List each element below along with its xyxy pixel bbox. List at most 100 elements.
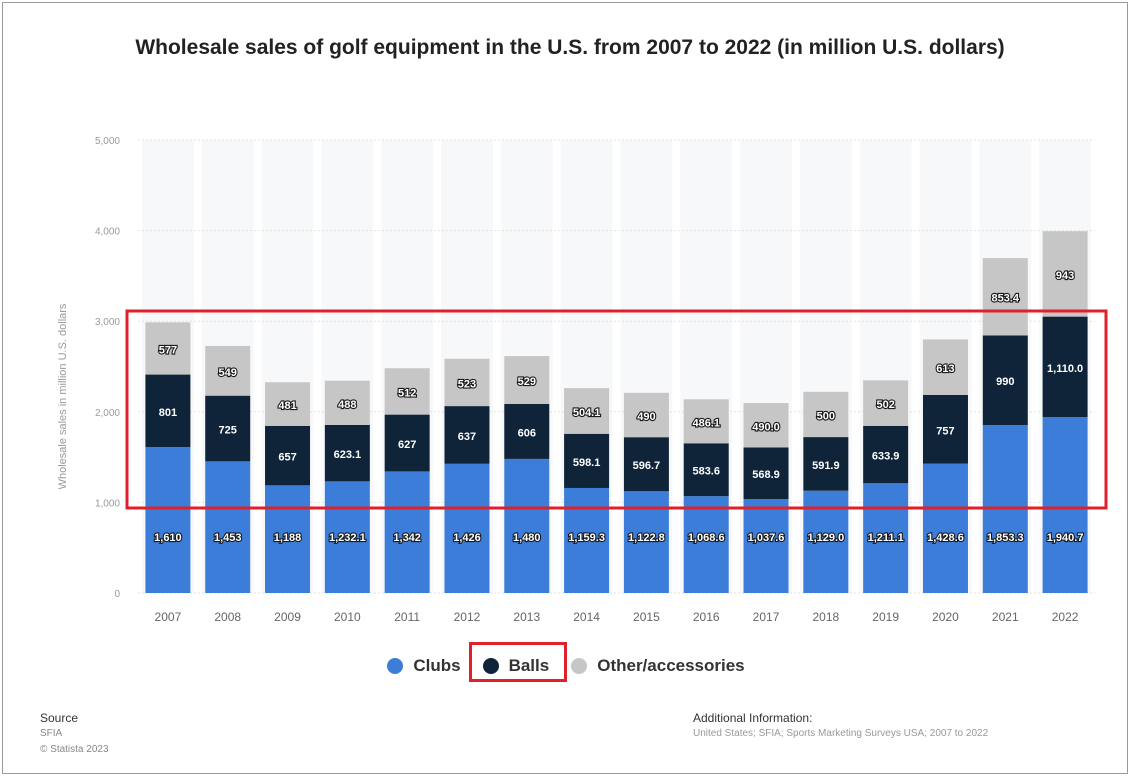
additional-info-line[interactable]: United States; SFIA; Sports Marketing Su… bbox=[693, 728, 989, 739]
bar-segment bbox=[384, 471, 430, 593]
y-tick-label: 2,000 bbox=[95, 408, 120, 419]
y-tick-label: 3,000 bbox=[95, 317, 120, 328]
data-label: 1,940.7 bbox=[1047, 532, 1084, 544]
bar-segment bbox=[444, 406, 490, 464]
x-tick-label: 2011 bbox=[394, 610, 420, 624]
bar-segment bbox=[444, 358, 490, 407]
data-label: 627 bbox=[398, 439, 416, 451]
data-label: 1,232.1 bbox=[329, 532, 366, 544]
bar-segment bbox=[504, 404, 550, 459]
bar-segment bbox=[205, 461, 251, 593]
data-label: 633.9 bbox=[872, 451, 900, 463]
data-label: 623.1 bbox=[334, 449, 362, 461]
data-label: 801 bbox=[159, 407, 177, 419]
x-tick-label: 2018 bbox=[812, 610, 839, 624]
data-label: 504.1 bbox=[573, 407, 601, 419]
chart-title: Wholesale sales of golf equipment in the… bbox=[135, 36, 1005, 59]
legend-item-other[interactable]: Other/accessories bbox=[571, 656, 745, 676]
bar-segment bbox=[863, 483, 909, 593]
data-label: 583.6 bbox=[692, 466, 720, 478]
x-tick-label: 2014 bbox=[573, 610, 600, 624]
bar-segment bbox=[265, 425, 311, 486]
bar-segment bbox=[564, 433, 610, 488]
data-label: 725 bbox=[219, 425, 237, 437]
bar-segment bbox=[145, 322, 191, 375]
x-tick-label: 2012 bbox=[454, 610, 481, 624]
x-tick-label: 2020 bbox=[932, 610, 959, 624]
y-tick-label: 4,000 bbox=[95, 227, 120, 238]
x-tick-label: 2013 bbox=[513, 610, 540, 624]
bar-segment bbox=[205, 395, 251, 462]
data-label: 1,037.6 bbox=[748, 532, 785, 544]
data-label: 1,211.1 bbox=[868, 532, 904, 544]
bar-segment bbox=[324, 424, 370, 482]
data-label: 1,122.8 bbox=[628, 532, 665, 544]
data-label: 1,853.3 bbox=[987, 532, 1024, 544]
bar-segment bbox=[205, 345, 251, 396]
data-label: 568.9 bbox=[752, 469, 780, 481]
data-label: 523 bbox=[458, 378, 476, 390]
legend-item-balls[interactable]: Balls bbox=[468, 642, 567, 682]
data-label: 1,342 bbox=[393, 532, 421, 544]
data-label: 529 bbox=[518, 376, 536, 388]
legend-label-clubs: Clubs bbox=[413, 656, 461, 675]
bar-segment bbox=[982, 335, 1028, 426]
bar-segment bbox=[803, 437, 849, 491]
bar-segment bbox=[922, 463, 968, 593]
bar-segment bbox=[1042, 417, 1088, 593]
x-tick-label: 2009 bbox=[274, 610, 301, 624]
bar-segment bbox=[1042, 231, 1088, 317]
legend-item-clubs[interactable]: Clubs bbox=[387, 656, 461, 676]
data-label: 1,480 bbox=[513, 532, 541, 544]
data-label: 1,453 bbox=[214, 532, 242, 544]
x-tick-label: 2015 bbox=[633, 610, 660, 624]
source-block: Source SFIA © Statista 2023 bbox=[40, 710, 109, 758]
x-tick-label: 2019 bbox=[872, 610, 899, 624]
bar-segment bbox=[803, 391, 849, 438]
bar-segment bbox=[564, 388, 610, 434]
data-label: 853.4 bbox=[992, 293, 1020, 305]
bar-segment bbox=[743, 447, 789, 499]
bar-segment bbox=[504, 356, 550, 405]
data-label: 512 bbox=[398, 387, 416, 399]
bar-segment bbox=[863, 425, 909, 484]
legend-label-other: Other/accessories bbox=[597, 656, 745, 675]
bar-segment bbox=[384, 414, 430, 472]
bar-segment bbox=[145, 447, 191, 593]
source-heading: Source bbox=[40, 711, 79, 725]
data-label: 500 bbox=[817, 410, 835, 422]
data-label: 757 bbox=[936, 425, 954, 437]
bar-segment bbox=[743, 498, 789, 593]
bar-segment bbox=[504, 458, 550, 593]
bar-segment bbox=[324, 481, 370, 593]
bar-segment bbox=[863, 380, 909, 426]
bar-segment bbox=[384, 368, 430, 415]
bar-segment bbox=[743, 403, 789, 448]
data-label: 1,610 bbox=[154, 532, 182, 544]
x-tick-label: 2021 bbox=[992, 610, 1019, 624]
x-tick-label: 2007 bbox=[155, 610, 182, 624]
balls-highlight-box bbox=[468, 642, 567, 682]
bar-segment bbox=[922, 394, 968, 464]
data-label: 606 bbox=[518, 427, 536, 439]
data-label: 1,188 bbox=[274, 532, 302, 544]
legend-dot-balls bbox=[482, 658, 499, 674]
data-label: 943 bbox=[1056, 270, 1074, 282]
x-tick-label: 2022 bbox=[1052, 610, 1079, 624]
bar-segment bbox=[922, 339, 968, 395]
bar-segment bbox=[564, 487, 610, 593]
data-label: 1,068.6 bbox=[688, 532, 725, 544]
bar-segment bbox=[683, 443, 729, 497]
source-line-2: © Statista 2023 bbox=[40, 744, 109, 755]
data-label: 657 bbox=[278, 452, 296, 464]
bar-segment bbox=[623, 392, 669, 438]
data-label: 481 bbox=[278, 400, 296, 412]
data-label: 490.0 bbox=[752, 421, 780, 433]
bar-segment bbox=[265, 485, 311, 593]
data-label: 1,129.0 bbox=[807, 532, 844, 544]
bar-segment bbox=[145, 374, 191, 448]
bar-segment bbox=[265, 382, 311, 426]
bar-segment bbox=[1042, 316, 1088, 418]
legend-dot-clubs bbox=[387, 658, 404, 674]
